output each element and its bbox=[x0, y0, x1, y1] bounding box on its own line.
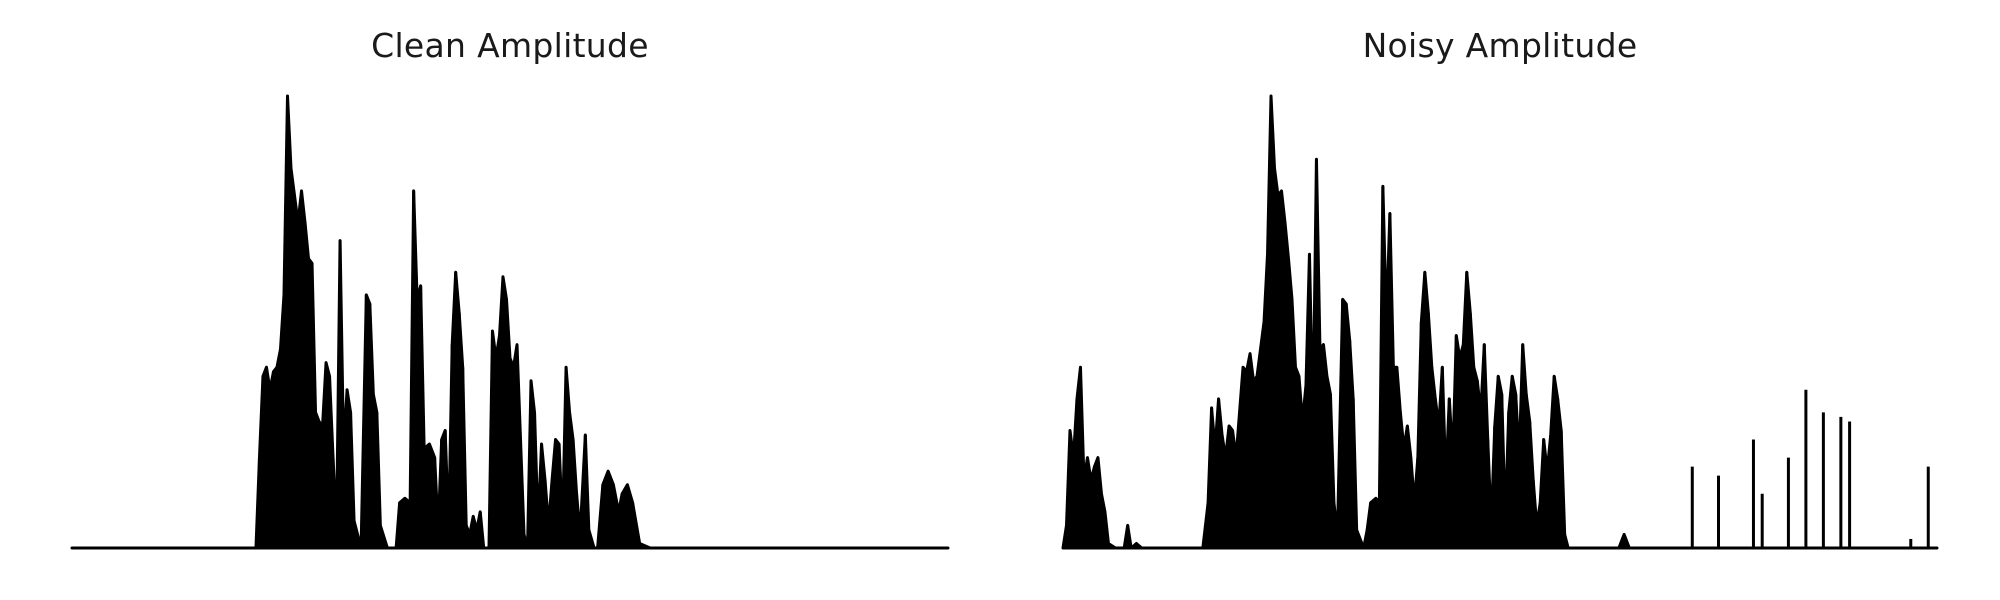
noisy-amplitude-panel: Noisy Amplitude bbox=[1000, 0, 2000, 600]
clean-amplitude-panel: Clean Amplitude bbox=[70, 26, 950, 550]
noisy-amplitude-title: Noisy Amplitude bbox=[1362, 26, 1638, 65]
clean-amplitude-title: Clean Amplitude bbox=[371, 26, 649, 65]
clean-amplitude-plot bbox=[70, 94, 950, 550]
noisy-amplitude-plot bbox=[1061, 94, 1939, 550]
